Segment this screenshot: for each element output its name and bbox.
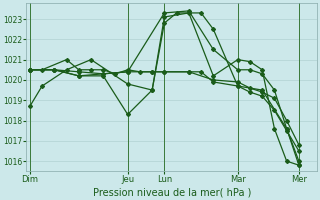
X-axis label: Pression niveau de la mer( hPa ): Pression niveau de la mer( hPa ) [92,187,251,197]
